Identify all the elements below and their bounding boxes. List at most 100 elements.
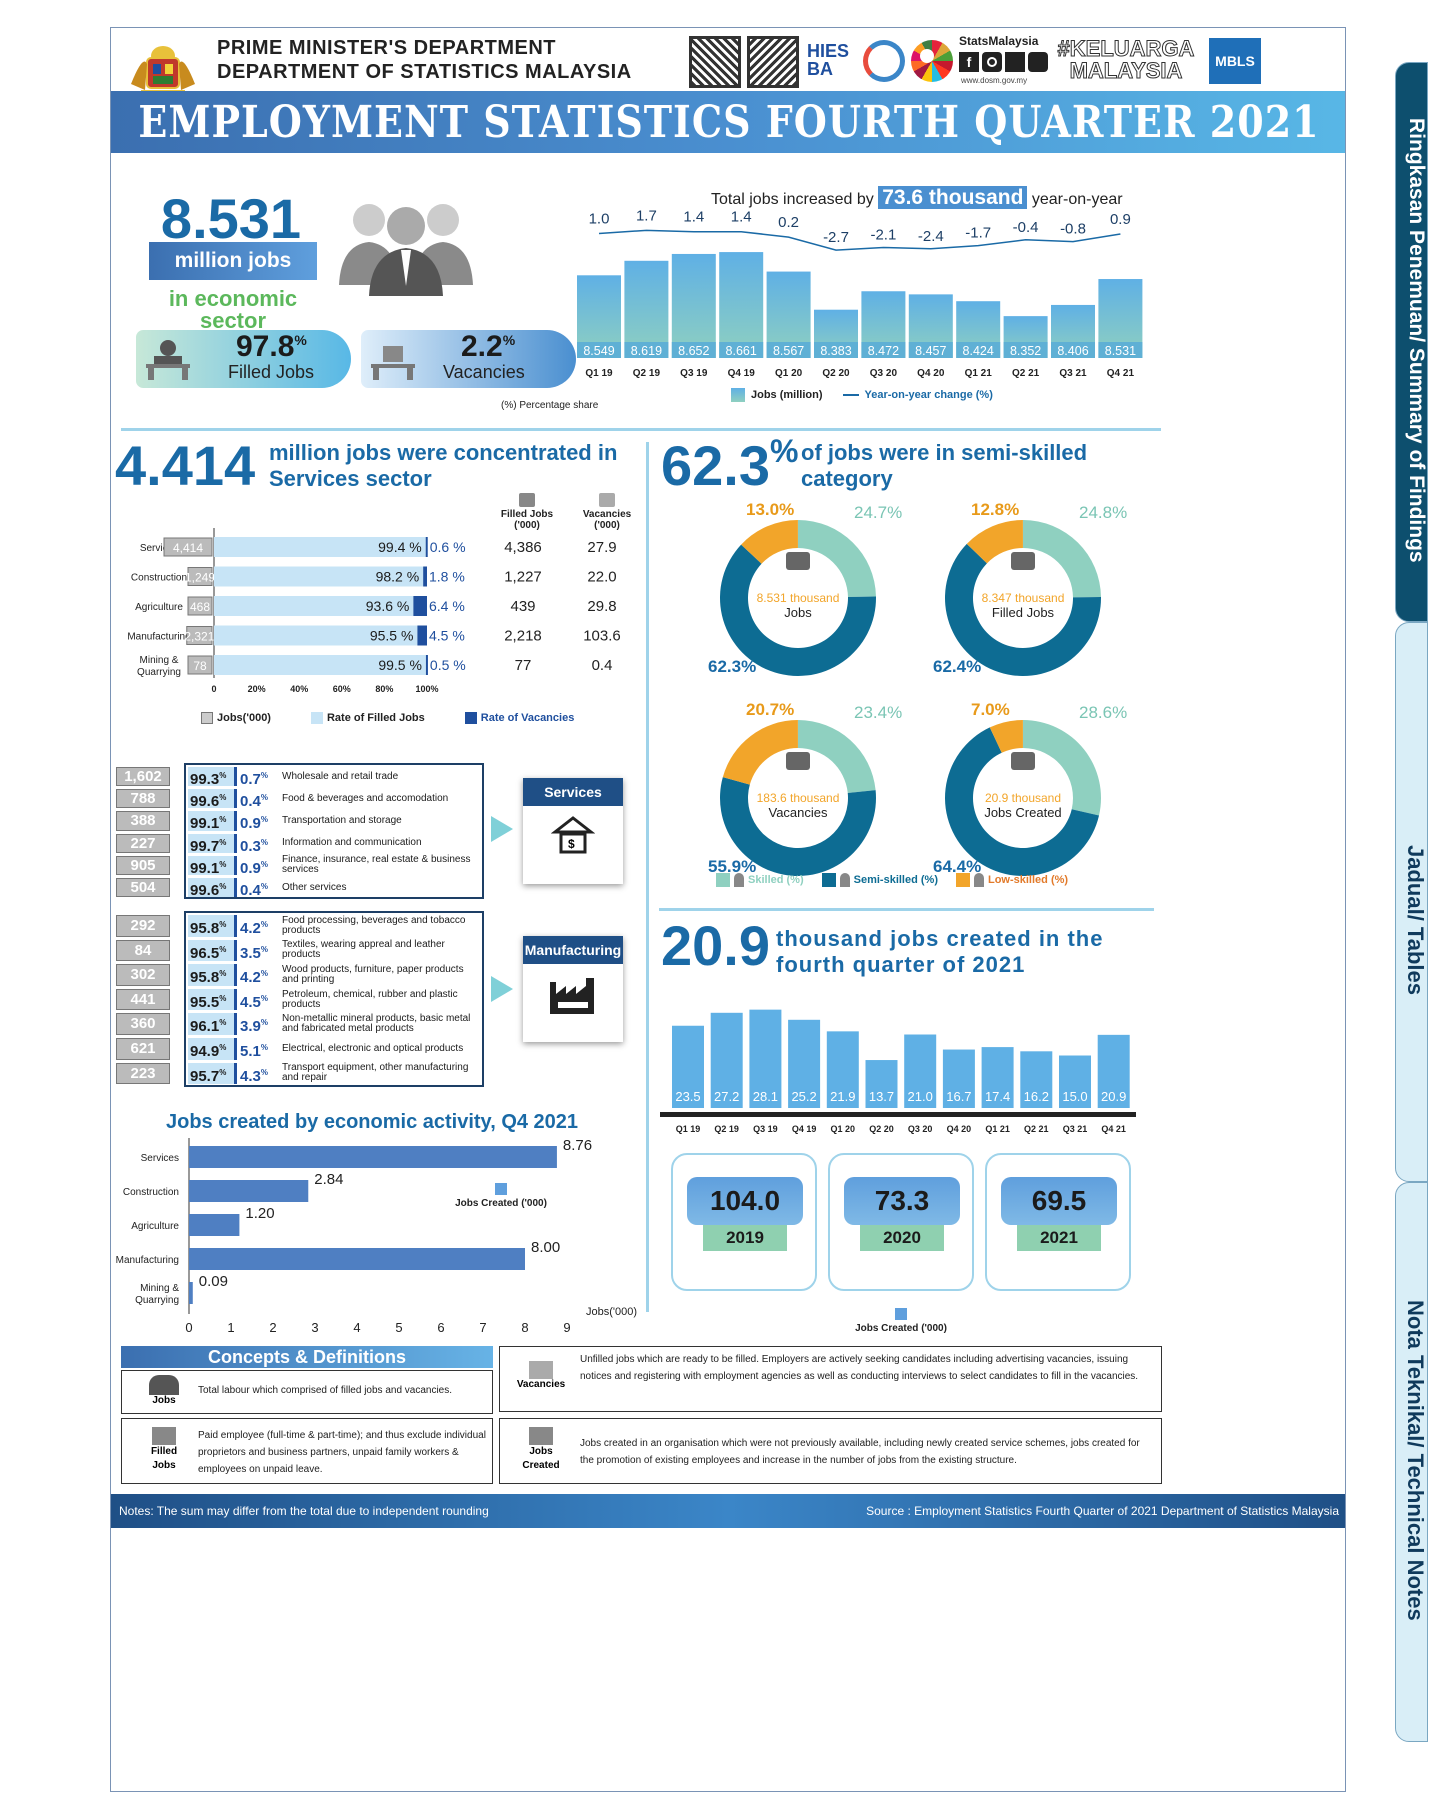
semi-skilled-slice xyxy=(944,543,1101,676)
facebook-icon[interactable]: f xyxy=(959,52,979,72)
created-bar xyxy=(749,1009,782,1108)
jobs-bar-label-bg xyxy=(1098,342,1143,358)
instagram-icon[interactable] xyxy=(982,52,1002,72)
empty-desk-icon xyxy=(369,338,417,380)
x-tick-label: 2 xyxy=(269,1320,276,1335)
subsector-jobs: 905 xyxy=(116,855,170,875)
year-label: 2019 xyxy=(703,1225,787,1251)
year-created-value: 73.3 xyxy=(844,1177,960,1225)
skilled-pct-label: 24.7% xyxy=(854,503,902,522)
subsector-vacancy: 4.5% xyxy=(240,989,268,1014)
donut-center-value: 8.347 thousand xyxy=(982,591,1065,605)
subsector-jobs: 84 xyxy=(116,939,170,962)
jobs-bar-label-bg xyxy=(624,342,669,358)
vacancy-rate-bar xyxy=(417,625,427,646)
subsector-jobs: 292 xyxy=(116,915,170,937)
x-tick-label: Q4 21 xyxy=(1101,1124,1126,1134)
jobs-bar-label-bg xyxy=(671,342,716,358)
vac-val: 5.1 xyxy=(240,1043,261,1060)
subsector-filled: 99.7% xyxy=(188,833,234,855)
category-label: Manufacturing xyxy=(116,1255,179,1266)
donut-center-value: 20.9 thousand xyxy=(985,791,1061,805)
services-card-label: Services xyxy=(523,778,623,806)
side-tab-notes[interactable] xyxy=(1395,1182,1428,1742)
legend-low: Low-skilled (%) xyxy=(955,873,1068,887)
filled-pct-symbol: % xyxy=(219,920,227,929)
subsector-vacancy: 4.3% xyxy=(240,1063,268,1088)
subsector-filled: 99.3% xyxy=(188,767,234,788)
x-tick-label: 100% xyxy=(415,684,438,694)
yoy-label: -2.7 xyxy=(823,229,849,246)
legend-rate-vac-text: Rate of Vacancies xyxy=(480,712,575,724)
created-bar-label: 13.7 xyxy=(869,1089,894,1104)
skilled-slice xyxy=(798,520,876,598)
legend-jobs: Jobs (million) xyxy=(751,389,823,401)
donut-center-value: 8.531 thousand xyxy=(757,591,840,605)
jobs-mini-label: 2,321 xyxy=(184,630,214,644)
x-tick-label: Q2 20 xyxy=(869,1124,894,1134)
vacancy-marker xyxy=(234,767,237,787)
vacancies-value: 22.0 xyxy=(587,569,616,586)
jobs-mini-label: 1,249 xyxy=(185,571,215,585)
x-tick-label: Q1 20 xyxy=(775,368,803,379)
def-vacancies: Vacancies Unfilled jobs which are ready … xyxy=(499,1346,1162,1412)
sector-label: Manufacturing xyxy=(127,632,190,643)
jobs-bar-label: 8.406 xyxy=(1057,344,1088,358)
vacancy-rate-label: 0.6 % xyxy=(430,539,466,555)
vac-pct-symbol: % xyxy=(260,771,268,780)
sector-legend: Jobs('000) Rate of Filled Jobs Rate of V… xyxy=(201,712,574,724)
year-created-box: 73.3 2020 xyxy=(828,1153,974,1291)
donut-center-label: Jobs Created xyxy=(984,805,1061,820)
subsector-name: Petroleum, chemical, rubber and plastic … xyxy=(282,988,458,1010)
side-tab-tables-label: Jadual/ Tables xyxy=(1403,845,1428,995)
subsector-jobs: 441 xyxy=(116,988,170,1011)
skills-text1: of jobs were in semi-skilled xyxy=(801,440,1088,465)
subsector-filled: 95.7% xyxy=(188,1062,234,1085)
created-bar-label: 17.4 xyxy=(985,1089,1010,1104)
yoy-label: -1.7 xyxy=(965,225,991,242)
subsector-row: 788 99.6% 0.4% Food & beverages and accomod… xyxy=(116,789,486,810)
filled-rate-label: 99.4 % xyxy=(378,539,422,555)
footer-notes: Notes: The sum may differ from the total… xyxy=(119,1504,489,1518)
created-bar xyxy=(865,1060,898,1108)
filled-rate-label: 93.6 % xyxy=(366,598,410,614)
twitter-icon[interactable] xyxy=(1005,52,1025,72)
jobs-bar-label: 8.472 xyxy=(868,344,899,358)
created-bar xyxy=(1059,1055,1091,1108)
skills-text2: category xyxy=(801,466,893,491)
jobs-bar-label-bg xyxy=(719,342,764,358)
side-tab-tables[interactable] xyxy=(1395,622,1428,1182)
jobs-bar-label: 8.457 xyxy=(915,344,946,358)
vac-val: 0.7 xyxy=(240,771,261,788)
filled-pct-symbol: % xyxy=(219,815,227,825)
filled-val: 99.7 xyxy=(190,837,220,855)
skilled-pct-label: 28.6% xyxy=(1079,703,1127,722)
jobs-bar-label-bg xyxy=(1051,342,1095,358)
subsector-jobs: 788 xyxy=(116,789,170,809)
filled-pct-symbol: % xyxy=(219,993,227,1003)
activity-bar xyxy=(189,1180,309,1202)
youtube-icon[interactable] xyxy=(1028,52,1048,72)
def-vac-title-text: Vacancies xyxy=(516,1379,566,1390)
legend-semi-text: Semi-skilled (%) xyxy=(853,874,938,886)
x-tick-label: 9 xyxy=(563,1320,570,1335)
created-bar xyxy=(710,1012,743,1108)
jobs-trend-chart: 8.549 Q1 19 8.619 Q2 19 8.652 Q3 19 8.661 Q4 19… xyxy=(577,208,1143,379)
x-tick-label: Q3 20 xyxy=(908,1124,933,1134)
side-tab-summary[interactable] xyxy=(1395,62,1428,622)
subsector-vacancy: 0.9% xyxy=(240,811,268,833)
vac-pct-symbol: % xyxy=(260,920,268,929)
jobs-mini-bar xyxy=(163,537,213,557)
activity-bar-label: 8.76 xyxy=(563,1138,592,1154)
def-filled-t2: Jobs xyxy=(152,1460,176,1471)
jobs-bar-label: 8.549 xyxy=(583,344,614,358)
semi-skilled-slice xyxy=(720,777,876,876)
subsector-name: Electrical, electronic and optical produ… xyxy=(282,1042,464,1054)
subsector-vacancy: 3.9% xyxy=(240,1013,268,1038)
filled-val: 95.8 xyxy=(190,920,220,937)
def-jobs: Jobs Total labour which comprised of fil… xyxy=(121,1370,493,1414)
vac-pct-symbol: % xyxy=(260,882,268,891)
vac-pct-symbol: % xyxy=(260,859,268,869)
activity-xlabel: Jobs('000) xyxy=(586,1306,638,1318)
